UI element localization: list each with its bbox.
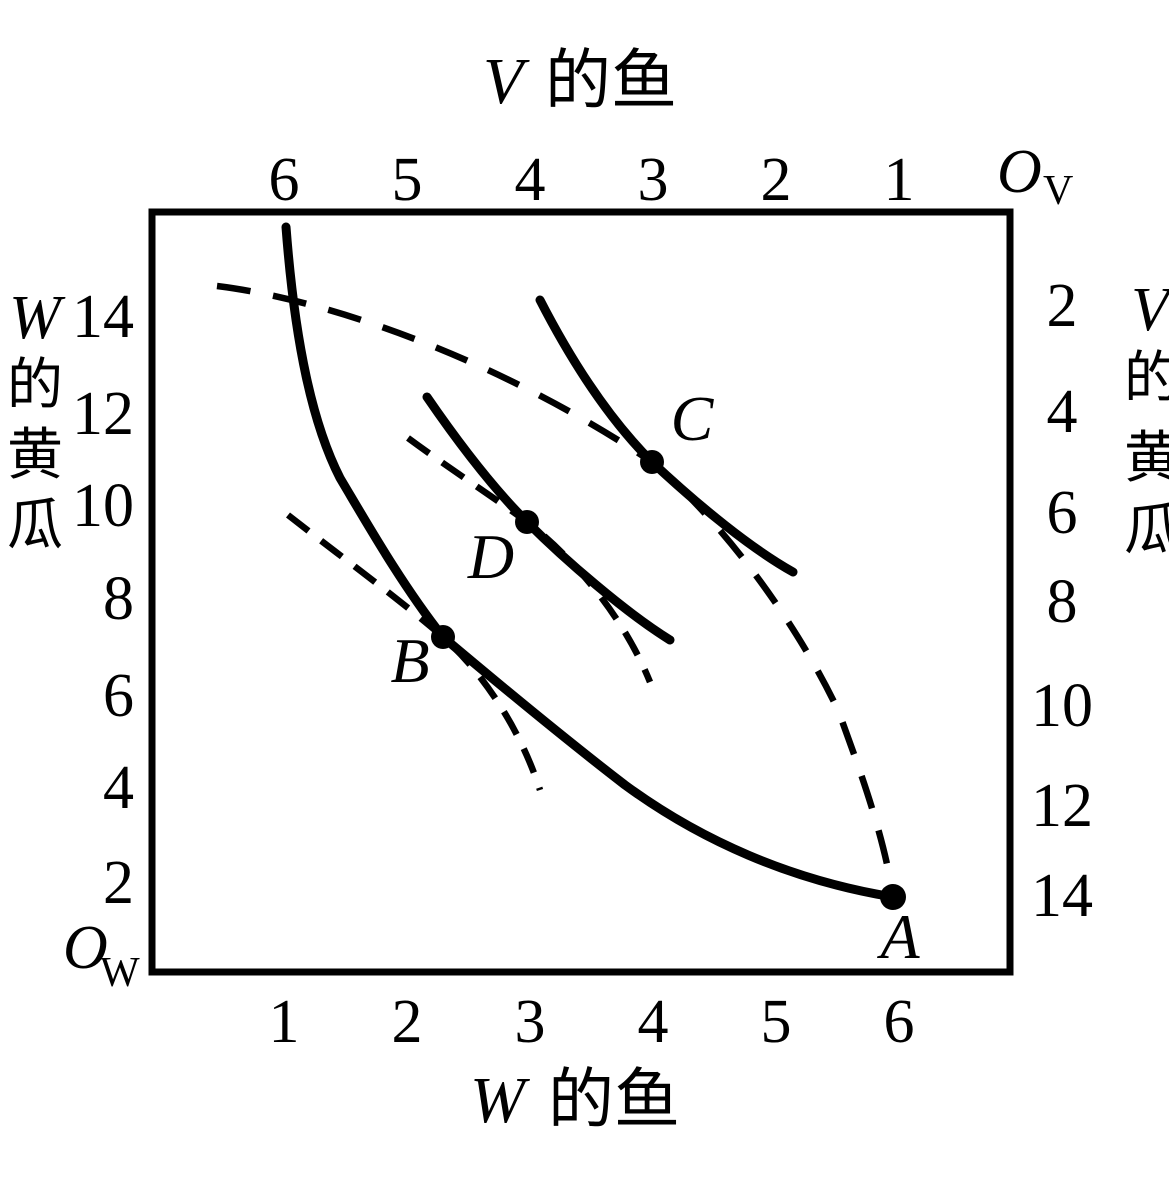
bottom-axis-title-owner: W	[470, 1064, 530, 1137]
top-tick-6: 6	[269, 146, 300, 214]
bottom-tick-2: 2	[392, 988, 423, 1056]
w-indifference-curve-through-D	[422, 392, 675, 645]
bottom-tick-6: 6	[884, 988, 915, 1056]
left-axis-char-gua: 瓜	[7, 495, 63, 557]
top-tick-5: 5	[392, 146, 423, 214]
point-D-marker	[515, 510, 539, 534]
right-tick-2: 2	[1047, 272, 1078, 340]
point-C-label: C	[671, 383, 715, 454]
left-tick-2: 2	[103, 849, 134, 917]
right-tick-4: 4	[1047, 378, 1078, 446]
v-indifference-curve-through-B	[285, 512, 544, 792]
right-axis-char-huang: 黄	[1124, 428, 1169, 490]
left-axis-char-de: 的	[7, 355, 63, 417]
right-tick-6: 6	[1047, 479, 1078, 547]
right-axis-char-de: 的	[1124, 348, 1169, 410]
right-tick-12: 12	[1031, 772, 1093, 840]
top-tick-2: 2	[761, 146, 792, 214]
right-tick-10: 10	[1031, 672, 1093, 740]
top-tick-1: 1	[884, 146, 915, 214]
w-indifference-curve-through-B-A	[281, 222, 898, 902]
bottom-tick-5: 5	[761, 988, 792, 1056]
point-B-label: B	[390, 625, 429, 696]
bottom-tick-1: 1	[269, 988, 300, 1056]
left-tick-10: 10	[72, 472, 134, 540]
top-tick-4: 4	[515, 146, 546, 214]
right-tick-14: 14	[1031, 862, 1093, 930]
top-axis-title: 的鱼	[545, 45, 677, 118]
point-D-label: D	[467, 521, 514, 592]
point-C-marker	[640, 450, 664, 474]
left-tick-12: 12	[72, 380, 134, 448]
point-A-marker	[880, 884, 906, 910]
bottom-axis-title: 的鱼	[548, 1064, 680, 1137]
bottom-tick-3: 3	[515, 988, 546, 1056]
left-axis-owner: W	[9, 284, 66, 352]
origin-W-subscript: W	[100, 950, 140, 996]
left-tick-4: 4	[103, 754, 134, 822]
right-tick-8: 8	[1047, 568, 1078, 636]
left-axis-char-huang: 黄	[7, 425, 63, 487]
right-axis-char-gua: 瓜	[1124, 500, 1169, 562]
v-indifference-curve-through-C-A	[216, 282, 897, 898]
origin-W-label: O	[63, 914, 108, 982]
left-tick-14: 14	[72, 283, 134, 351]
top-axis-title-owner: V	[483, 45, 530, 118]
origin-V-label: O	[997, 138, 1042, 206]
left-tick-8: 8	[103, 565, 134, 633]
point-B-marker	[431, 625, 455, 649]
w-indifference-curve-through-C	[535, 295, 798, 577]
right-axis-owner: V	[1131, 276, 1169, 344]
origin-V-subscript: V	[1043, 168, 1073, 214]
edgeworth-box-border	[148, 208, 1014, 976]
left-tick-6: 6	[103, 662, 134, 730]
bottom-tick-4: 4	[638, 988, 669, 1056]
top-tick-3: 3	[638, 146, 669, 214]
point-A-label: A	[876, 901, 920, 972]
